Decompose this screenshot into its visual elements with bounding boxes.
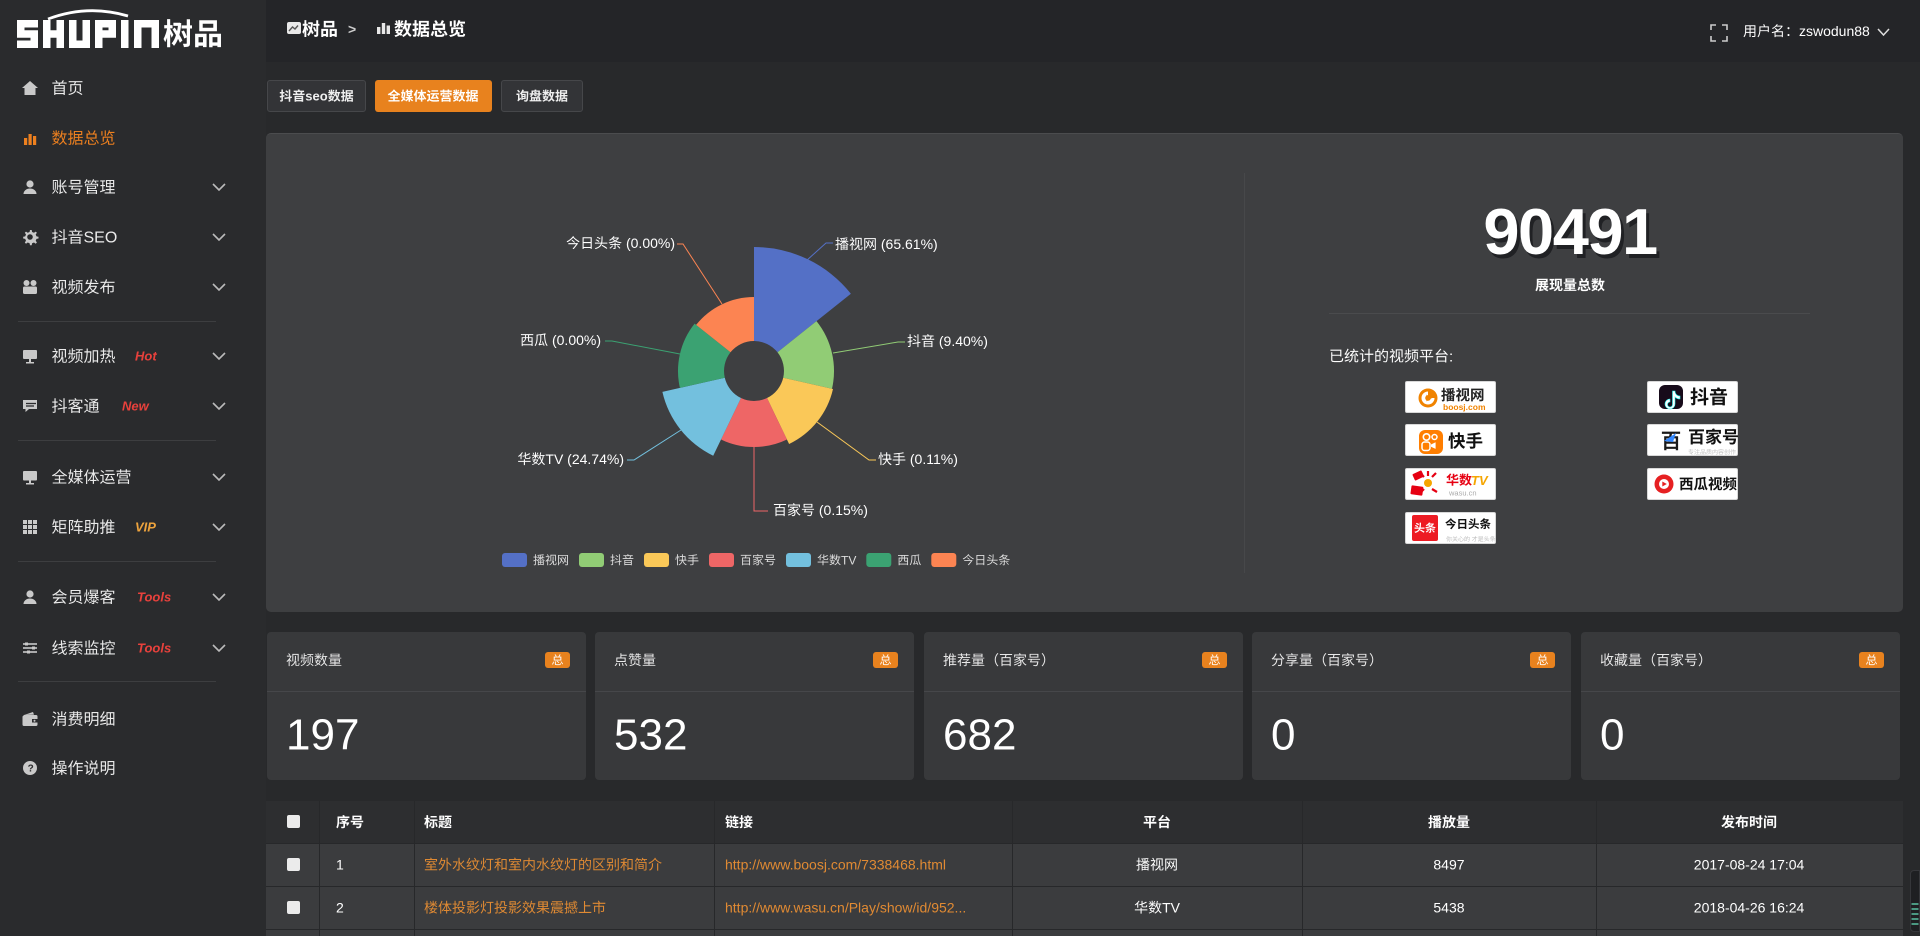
svg-text:TV: TV <box>841 553 856 567</box>
svg-text:(0.15%): (0.15%) <box>815 502 868 518</box>
svg-text:(0.11%): (0.11%) <box>906 451 958 467</box>
svg-text:(65.61%): (65.61%) <box>877 236 938 252</box>
svg-text:197: 197 <box>286 711 359 760</box>
svg-text:0: 0 <box>1271 711 1295 760</box>
svg-text:SEO: SEO <box>84 230 118 247</box>
svg-text:2017-08-24 17:04: 2017-08-24 17:04 <box>1694 857 1805 873</box>
svg-text:?: ? <box>28 764 34 775</box>
svg-text:zswodun88: zswodun88 <box>1799 23 1870 39</box>
svg-text:TV: TV <box>1162 900 1181 916</box>
svg-text:(0.00%): (0.00%) <box>622 235 675 251</box>
svg-text:wasu.cn: wasu.cn <box>1448 489 1477 498</box>
svg-text:seo: seo <box>305 89 327 104</box>
svg-text:VIP: VIP <box>135 520 156 535</box>
svg-text:1: 1 <box>336 857 344 873</box>
svg-text:百: 百 <box>1661 431 1681 453</box>
svg-text:8497: 8497 <box>1433 857 1464 873</box>
svg-text:TV: TV <box>1471 473 1489 488</box>
svg-text:2018-04-26 16:24: 2018-04-26 16:24 <box>1694 900 1805 916</box>
svg-text:http://www.wasu.cn/Play/show/i: http://www.wasu.cn/Play/show/id/952... <box>725 900 966 916</box>
svg-text:(9.40%): (9.40%) <box>935 333 988 349</box>
svg-text:5438: 5438 <box>1433 900 1464 916</box>
svg-text:90491: 90491 <box>1483 195 1657 268</box>
svg-text:boosj.com: boosj.com <box>1443 402 1486 412</box>
svg-text:90491: 90491 <box>1486 199 1660 272</box>
svg-text:532: 532 <box>614 711 687 760</box>
svg-text:Tools: Tools <box>137 590 171 605</box>
svg-text:Tools: Tools <box>137 641 171 656</box>
svg-text:682: 682 <box>943 711 1016 760</box>
svg-text::: : <box>1449 348 1453 365</box>
svg-text:0: 0 <box>1600 711 1624 760</box>
svg-text:>: > <box>348 21 356 37</box>
svg-text:TV (24.74%): TV (24.74%) <box>545 451 624 467</box>
svg-text:http://www.boosj.com/7338468.h: http://www.boosj.com/7338468.html <box>725 857 946 873</box>
svg-text:2: 2 <box>336 900 344 916</box>
svg-text:Hot: Hot <box>135 349 157 364</box>
svg-text:New: New <box>122 399 150 414</box>
svg-text:(0.00%): (0.00%) <box>548 332 601 348</box>
